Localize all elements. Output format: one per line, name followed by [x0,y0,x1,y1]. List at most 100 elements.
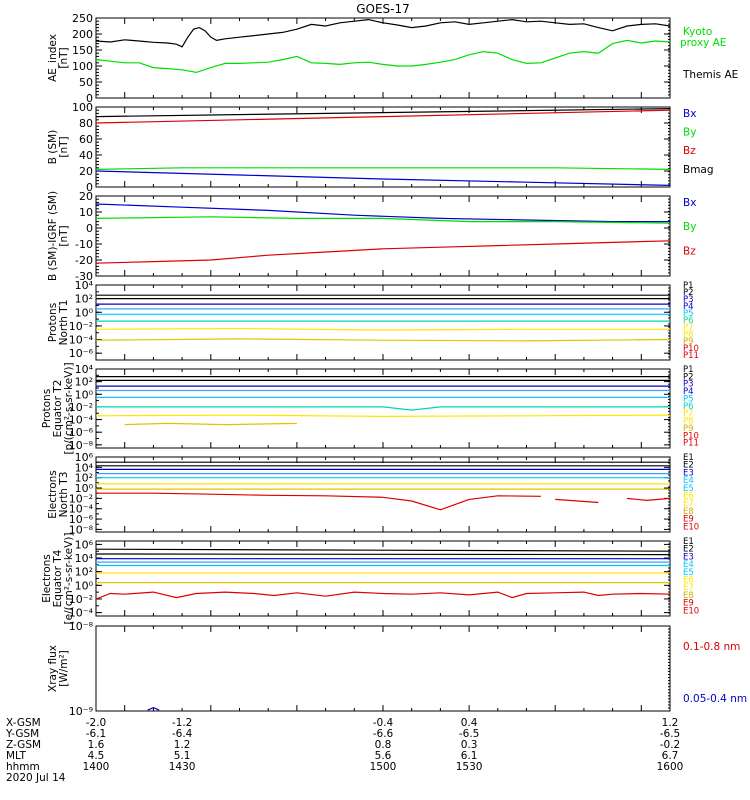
legend-entry: 0.1-0.8 nm [683,641,740,653]
axis-row-value: -6.5 [660,728,681,740]
legend-entry: E3 [683,468,694,478]
legend-entry: P8 [683,330,694,340]
legend-entry: P7 [683,323,694,333]
y-tick-label: 10⁻⁶ [69,347,94,360]
legend-entry: P9 [683,337,694,347]
legend-entry: P4 [683,302,694,312]
axis-row-value: -6.4 [172,728,193,740]
legend-entry: P3 [683,380,694,390]
legend-entry: P10 [683,344,699,354]
y-tick-label: 10⁻⁴ [69,414,94,427]
panel-frame [95,540,671,617]
y-tick-label: 10⁴ [75,552,94,565]
legend-entry: Themis AE [682,69,738,81]
panel-frame [95,284,671,361]
legend-entry: P9 [683,424,694,434]
panel-xray: 10⁻⁸ 10⁻⁹ Xray flux [W/m²] 0.1-0.8 nm 0.05-0.… [47,620,747,718]
axis-row-value: -6.5 [459,728,480,740]
legend-entry: E6 [683,492,694,502]
y-axis-label: [e/(cm²-s-sr-keV)] [63,533,75,625]
y-tick-label: 20 [79,190,93,203]
y-tick-label: 200 [72,28,93,41]
axis-row-value: 5.6 [375,750,392,762]
y-tick-label: 10² [75,293,93,306]
legend-entry: E8 [683,591,694,601]
axis-row-value: 4.5 [88,750,105,762]
y-tick-label: 10⁶ [75,538,94,551]
axis-row-label: Z-GSM [6,739,41,751]
y-tick-label: 10⁶ [75,451,94,464]
series-line-by [95,167,671,170]
legend-entry: E1 [683,537,694,547]
series-line-bz [95,240,671,264]
legend-entry: Kyoto [683,26,712,38]
axis-row-value: -0.4 [373,717,394,729]
y-tick-label: 10² [75,566,93,579]
legend-entry: P8 [683,417,694,427]
y-tick-label: 10⁻⁸ [69,439,94,452]
axis-row-value: 1600 [657,761,684,773]
y-tick-label: 250 [72,12,93,25]
series-line-bx [95,170,671,186]
y-axis-label: B (SM)-IGRF (SM) [47,191,59,281]
legend-entry: P3 [683,295,694,305]
legend-entry: P2 [683,288,694,298]
legend-entry: E7 [683,583,694,593]
y-tick-label: 10⁻² [69,593,93,606]
y-tick-label: 10⁴ [75,363,94,376]
y-tick-label: 0 [86,92,93,105]
panel-frame [95,106,671,188]
legend-entry: P6 [683,402,694,412]
legend-entry: Bx [683,197,696,209]
axis-row-value: 0.8 [375,739,392,751]
legend-entry: E8 [683,507,694,517]
y-tick-label: 40 [79,149,93,162]
series-line-by [95,216,671,224]
y-tick-label: 100 [72,101,93,114]
legend-entry: By [683,221,696,233]
y-tick-label: 10⁻⁴ [69,334,94,347]
axis-row-value: 1.2 [662,717,679,729]
legend-entry: E6 [683,576,694,586]
y-axis-label: AE_index [47,34,59,82]
legend-entry: Bz [683,245,696,257]
y-axis-label: [W/m²] [58,650,70,687]
axis-row-value: 5.1 [174,750,191,762]
series-line-bz [95,109,671,124]
y-tick-label: 20 [79,165,93,178]
y-axis-label: Xray flux [47,645,59,692]
legend-entry: proxy AE [680,37,726,49]
axis-row-label: X-GSM [6,717,41,729]
y-tick-label: 10⁻² [69,492,93,505]
y-axis-label: North T1 [58,300,70,346]
legend-entry: E10 [683,606,699,616]
axis-row-value: 6.1 [461,750,478,762]
series-line-p7 [95,327,670,331]
y-tick-label: 10⁻⁶ [69,513,94,526]
series-line-kyoto-proxy-ae [95,39,671,74]
legend-entry: E1 [683,453,694,463]
legend-entry: 0.05-0.4 nm [683,693,747,705]
y-tick-label: -30 [75,270,93,283]
axis-row-value: -0.2 [660,739,681,751]
legend-entry: Bx [683,108,696,120]
y-tick-label: 10⁻⁴ [69,607,94,620]
y-tick-label: 80 [79,117,93,130]
axis-row-value: 6.7 [662,750,679,762]
series-line-e8 [96,492,541,511]
y-axis-label: Equator T4 [52,549,64,607]
legend-entry: P7 [683,409,694,419]
y-axis-label: Electrons [47,470,59,519]
y-tick-label: 10⁻⁴ [69,503,94,516]
y-tick-label: 150 [72,44,93,57]
series-line-p6 [96,406,670,411]
axis-row-label: Y-GSM [5,728,39,740]
series-line-themis-ae [95,18,671,48]
panel-frame [95,456,671,533]
series-line-bmag [95,108,671,118]
legend-entry: By [683,127,696,139]
series-line-e10 [626,497,671,502]
